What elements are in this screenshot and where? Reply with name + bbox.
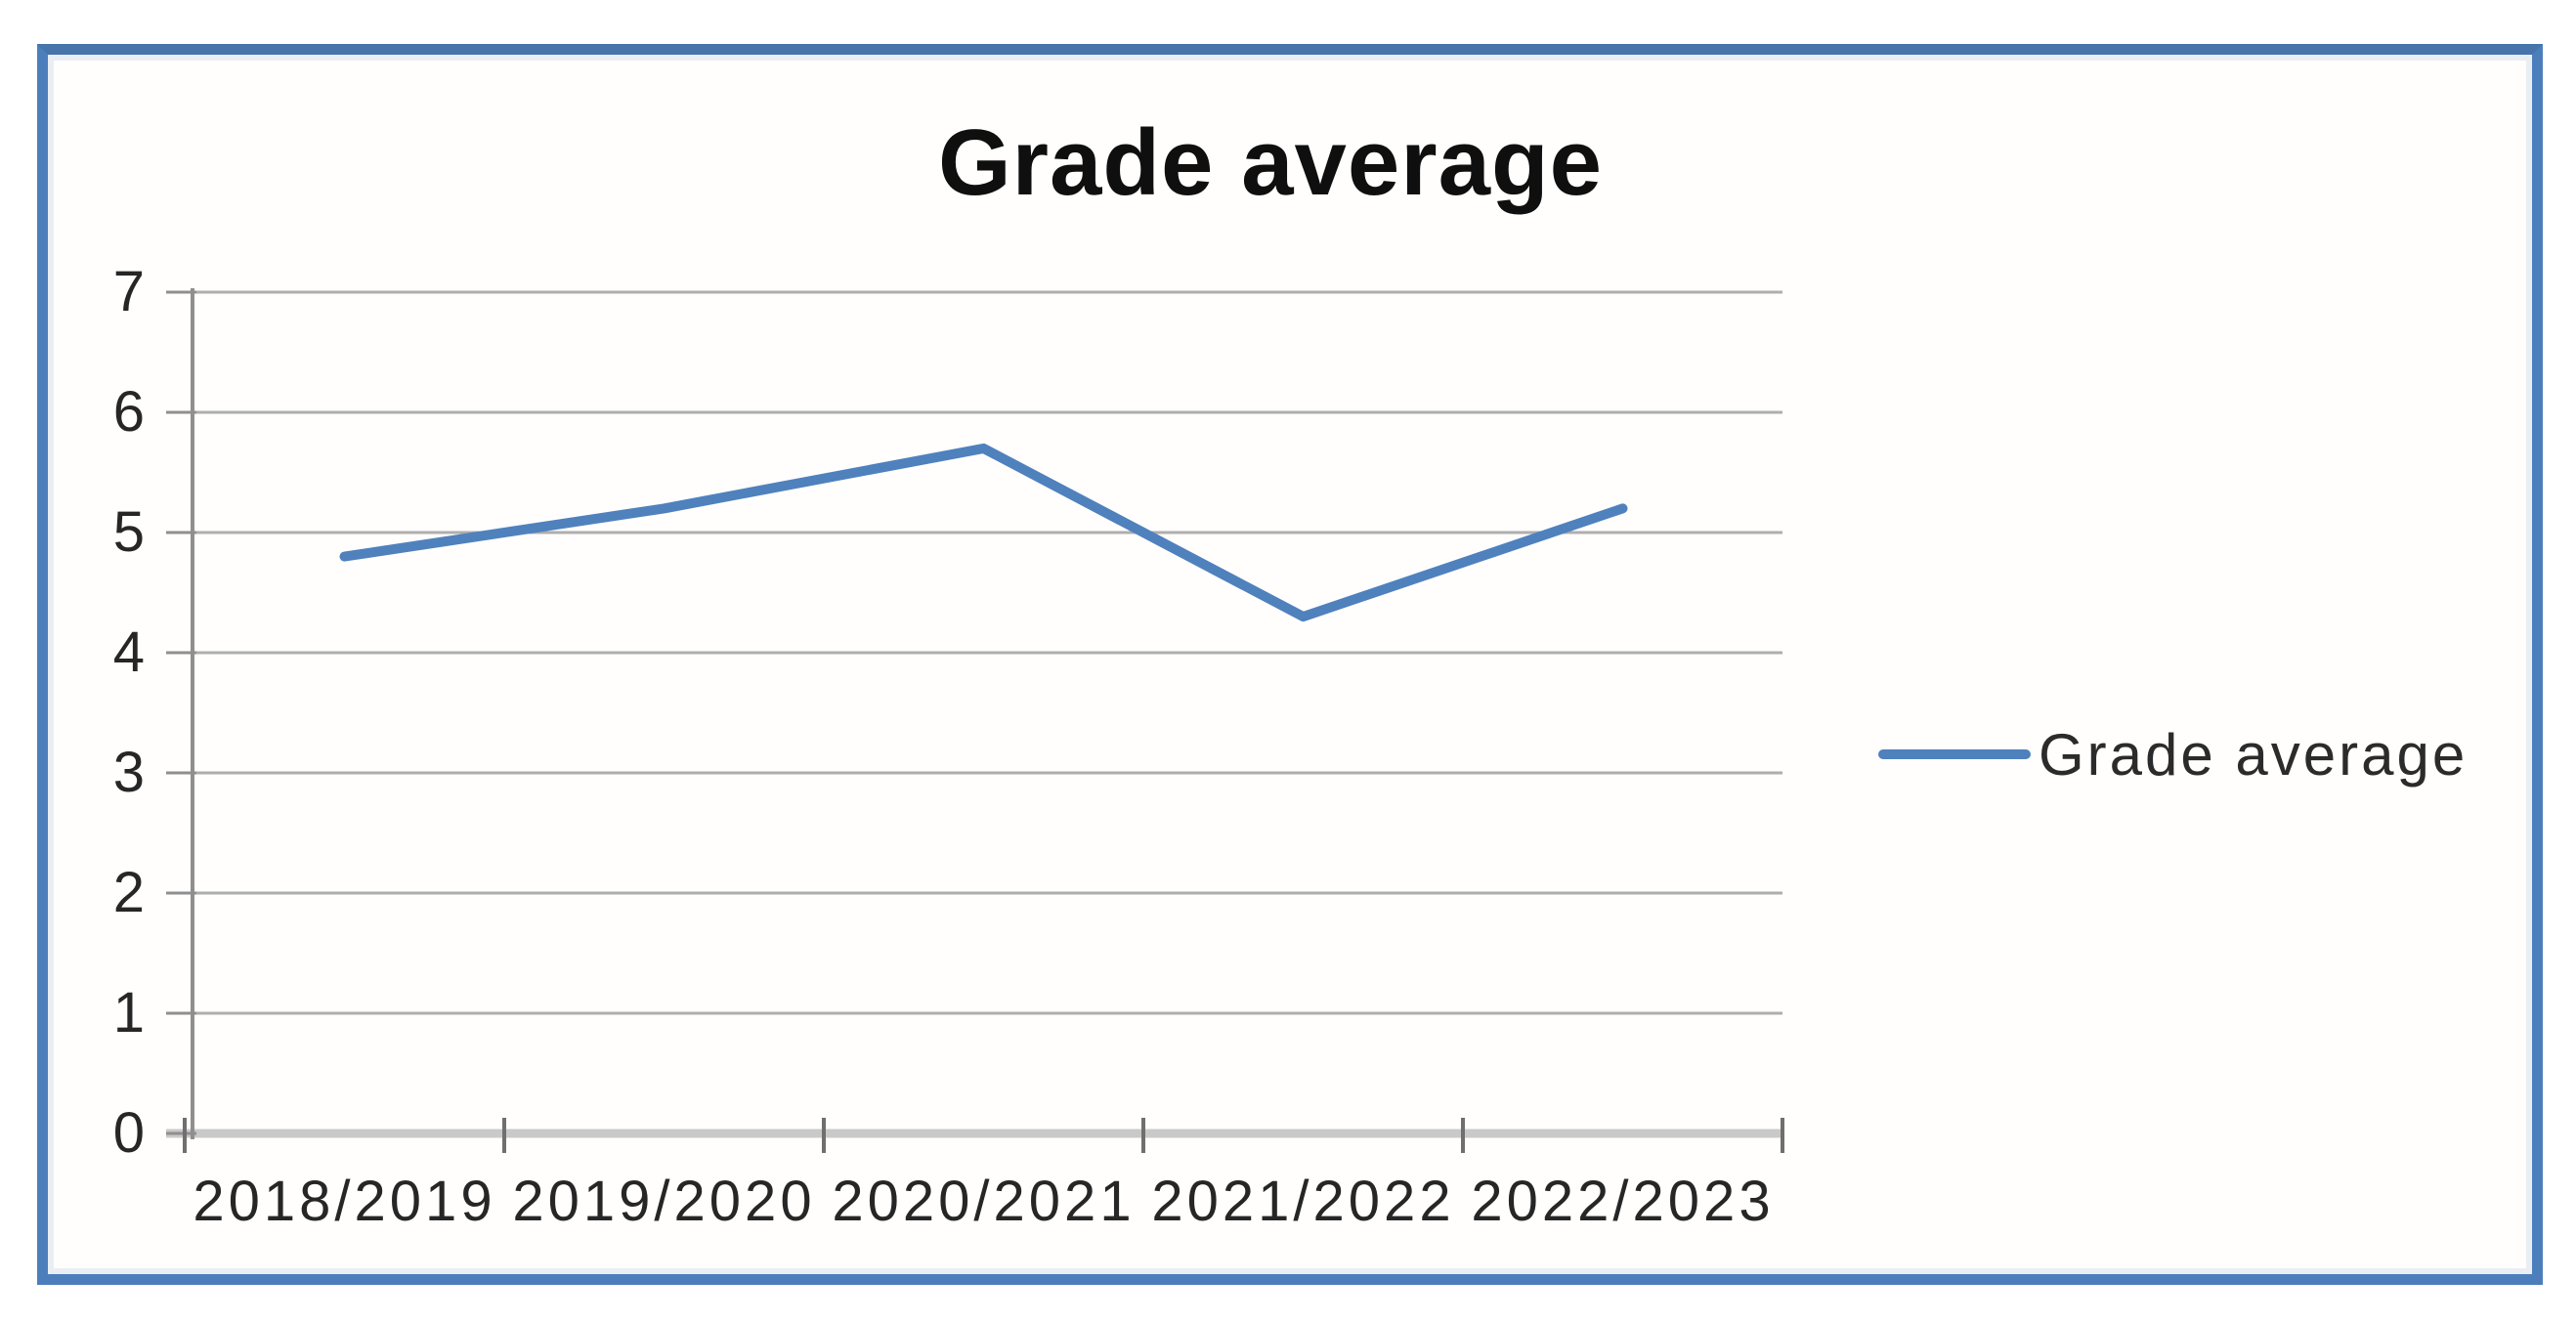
y-axis-label: 4 [112, 620, 145, 684]
y-axis-label: 2 [112, 861, 145, 924]
y-axis-label: 1 [112, 981, 145, 1045]
chart-frame [37, 44, 2543, 1285]
x-axis-label: 2020/2021 [832, 1170, 1136, 1233]
y-axis-label: 3 [112, 741, 145, 804]
y-axis-label: 5 [112, 500, 145, 564]
y-axis-label: 0 [112, 1101, 145, 1165]
legend-series-label: Grade average [2039, 721, 2469, 788]
legend: Grade average [1878, 719, 2468, 789]
series-line [339, 443, 1628, 622]
x-axis-label: 2022/2023 [1471, 1170, 1775, 1233]
x-axis-label: 2021/2022 [1151, 1170, 1455, 1233]
x-axis-label: 2018/2019 [193, 1170, 496, 1233]
y-axis-label: 6 [112, 380, 145, 444]
y-axis-label: 7 [112, 260, 145, 323]
x-axis-label: 2019/2020 [512, 1170, 816, 1233]
legend-line-swatch [1878, 749, 2031, 759]
chart-title: Grade average [937, 110, 1604, 215]
